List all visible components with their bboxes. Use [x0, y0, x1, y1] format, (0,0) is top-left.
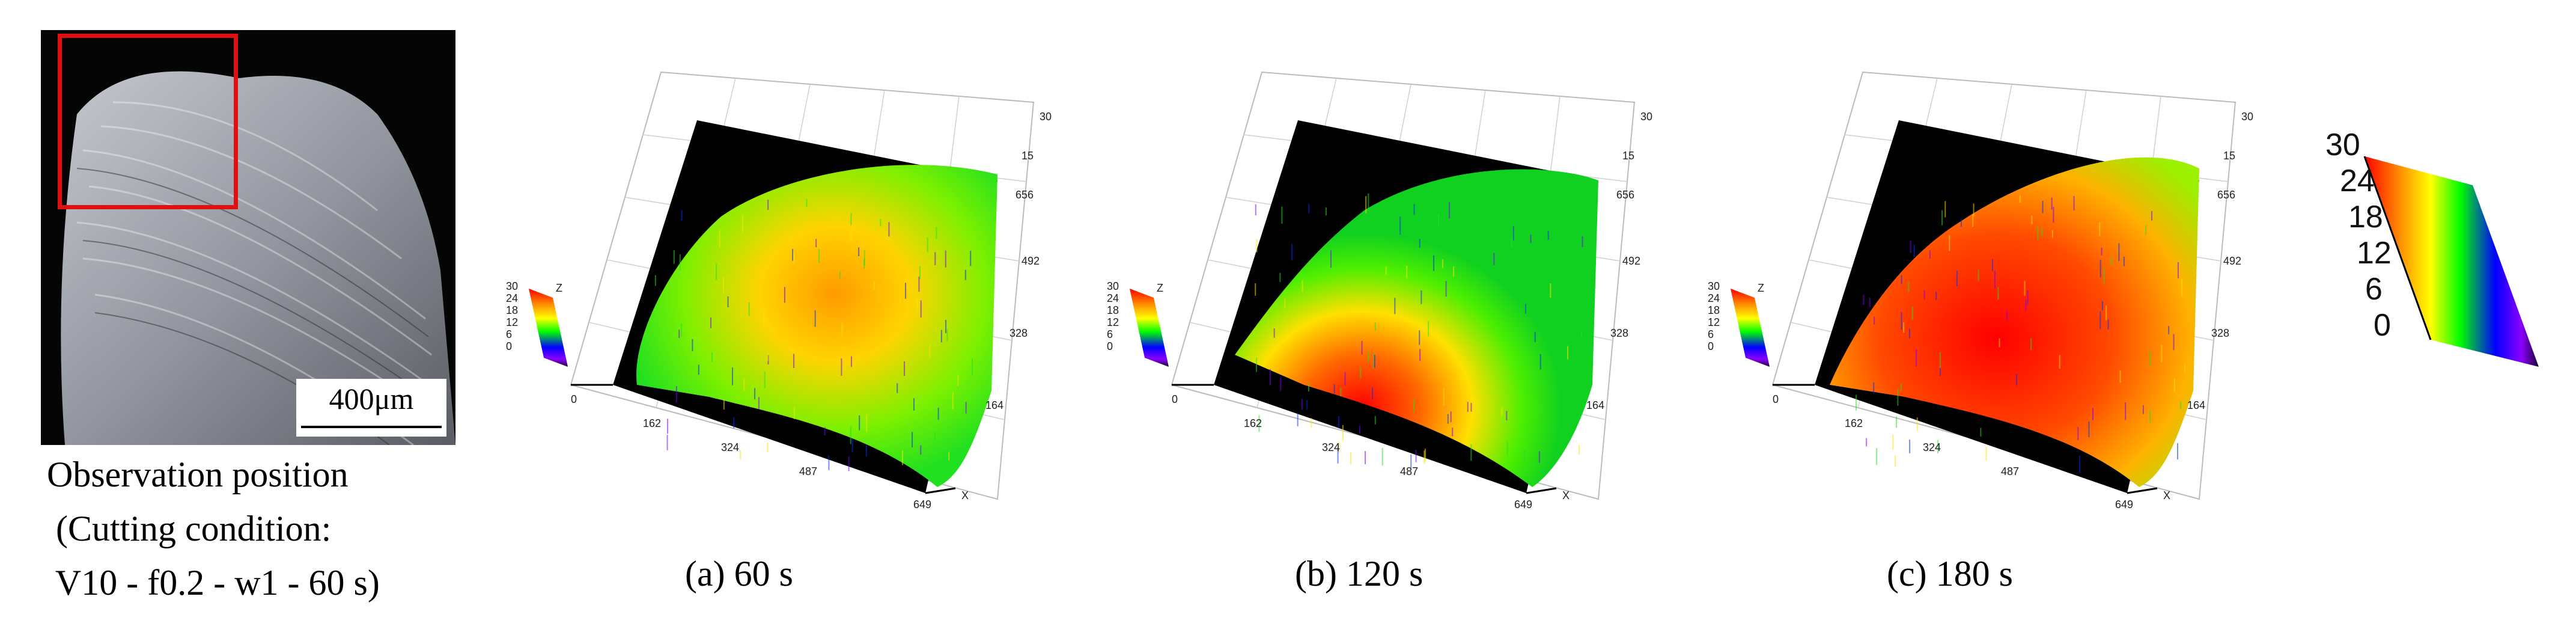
mini-colorbar-tick: 12: [1708, 316, 1720, 328]
caption-panel-b: (b) 120 s: [1295, 553, 1423, 595]
mini-colorbar: Z 3024181260: [506, 280, 568, 367]
mini-colorbar-tick: 30: [1708, 280, 1720, 292]
mini-colorbar-tick: 24: [1107, 292, 1119, 304]
mini-colorbar: Z 3024181260: [1708, 280, 1770, 367]
x-tick-label: 649: [913, 499, 931, 511]
mini-colorbar-tick: 12: [1107, 316, 1119, 328]
mini-colorbar: Z 3024181260: [1107, 280, 1169, 367]
x-tick-label: 0: [1172, 393, 1178, 405]
mini-colorbar-tick: 6: [506, 328, 512, 340]
x-axis-arrow: [1526, 488, 1556, 493]
mini-colorbar-tick: 0: [1708, 340, 1714, 352]
mini-colorbar-tick: 24: [1708, 292, 1720, 304]
x-tick-label: 487: [2001, 465, 2019, 477]
y-tick-label: 492: [2223, 255, 2241, 267]
colorbar-tick-label: 0: [2374, 308, 2391, 343]
y-tick-label: 328: [2211, 327, 2229, 339]
x-tick-label: 324: [1322, 441, 1340, 453]
z-axis-label: Z: [1157, 282, 1163, 294]
y-tick-label: 492: [1022, 255, 1040, 267]
y-tick-label: 164: [1586, 399, 1604, 411]
z-tick-label: 30: [2241, 111, 2253, 123]
y-tick-label: 656: [1015, 189, 1034, 201]
z-tick-label: 15: [1622, 150, 1634, 162]
x-axis-label: X: [961, 489, 969, 502]
x-axis-label: X: [1562, 489, 1570, 502]
y-tick-label: 656: [1616, 189, 1634, 201]
z-tick-label: 30: [1040, 111, 1052, 123]
mini-colorbar-tick: 6: [1107, 328, 1113, 340]
mini-colorbar-tick: 30: [1107, 280, 1119, 292]
colorbar: 3024181260: [2325, 127, 2539, 367]
x-tick-label: 487: [1400, 465, 1418, 477]
z-axis-label: Z: [1758, 282, 1764, 294]
caption-panel-c: (c) 180 s: [1887, 553, 2013, 595]
x-tick-label: 324: [721, 441, 739, 453]
y-tick-label: 492: [1622, 255, 1640, 267]
z-tick-label: 15: [2223, 150, 2235, 162]
x-tick-label: 649: [1514, 499, 1532, 511]
z-tick-label: 30: [1640, 111, 1652, 123]
colorbar-tick-label: 6: [2365, 272, 2383, 307]
y-tick-label: 328: [1610, 327, 1628, 339]
mini-colorbar-tick: 12: [506, 316, 518, 328]
x-axis-arrow: [2127, 488, 2157, 493]
mini-colorbar-tick: 0: [1107, 340, 1113, 352]
colorbar-tick-label: 24: [2340, 164, 2375, 198]
colorbar-tick-label: 30: [2325, 127, 2360, 162]
mini-colorbar-tick: 0: [506, 340, 512, 352]
x-tick-label: 0: [571, 393, 577, 405]
mini-colorbar-tick: 18: [1107, 304, 1119, 316]
y-tick-label: 656: [2217, 189, 2235, 201]
x-tick-label: 162: [643, 417, 661, 429]
x-tick-label: 0: [1773, 393, 1779, 405]
mini-colorbar-tick: 30: [506, 280, 518, 292]
x-axis-label: X: [2163, 489, 2170, 502]
x-tick-label: 324: [1923, 441, 1941, 453]
z-axis-label: Z: [556, 282, 562, 294]
z-tick-label: 15: [1022, 150, 1034, 162]
panel-a: X01623244876496564923281643015Z302418126…: [506, 72, 1052, 511]
caption-panel-a: (a) 60 s: [685, 553, 793, 595]
colorbar-tick-label: 12: [2357, 236, 2392, 271]
y-tick-label: 164: [985, 399, 1003, 411]
mini-colorbar-tick: 18: [1708, 304, 1720, 316]
y-tick-label: 164: [2187, 399, 2205, 411]
y-tick-label: 328: [1009, 327, 1028, 339]
mini-colorbar-tick: 24: [506, 292, 518, 304]
x-axis-arrow: [925, 488, 955, 493]
mini-colorbar-tick: 18: [506, 304, 518, 316]
panel-b: X01623244876496564923281643015Z302418126…: [1107, 72, 1652, 511]
x-tick-label: 649: [2115, 499, 2133, 511]
x-tick-label: 162: [1244, 417, 1262, 429]
x-tick-label: 162: [1845, 417, 1863, 429]
colorbar-tick-label: 18: [2348, 200, 2383, 235]
panel-c: X01623244876496564923281643015Z302418126…: [1708, 72, 2253, 511]
mini-colorbar-tick: 6: [1708, 328, 1714, 340]
x-tick-label: 487: [799, 465, 817, 477]
